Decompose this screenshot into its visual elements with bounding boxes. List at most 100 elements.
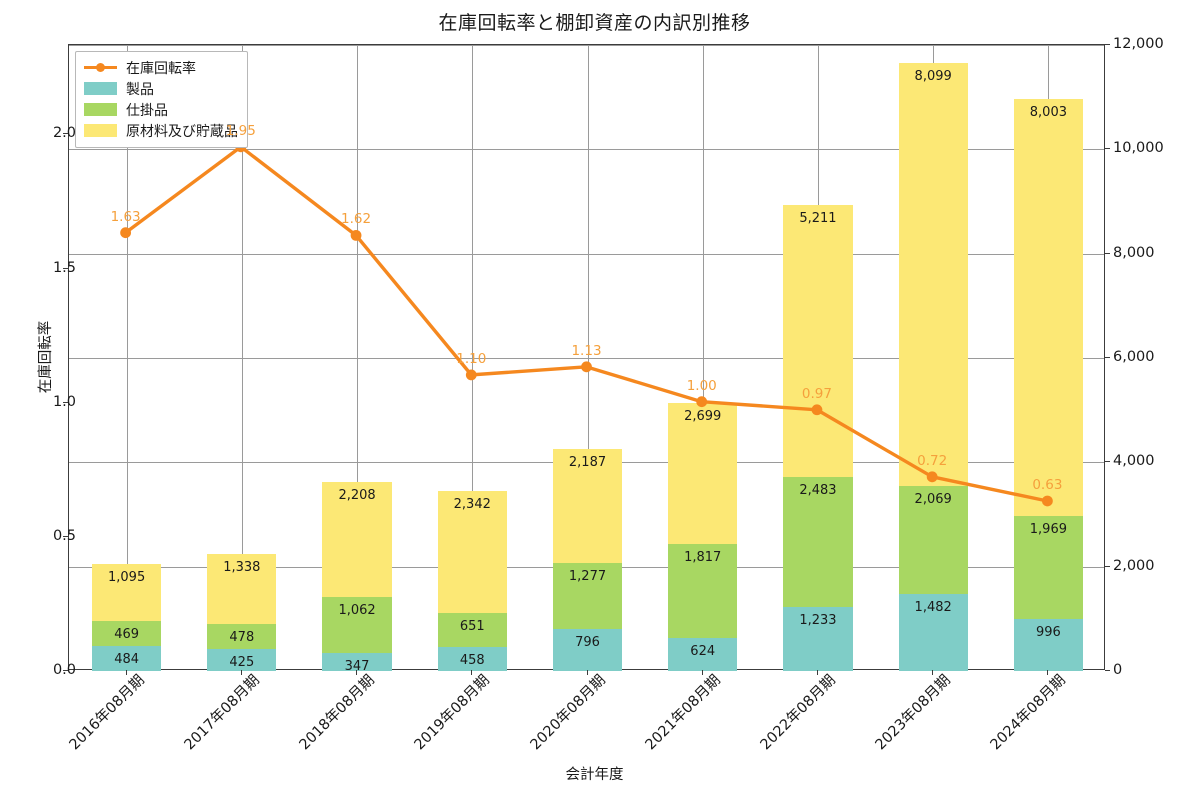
tick-mark bbox=[63, 267, 68, 269]
line-value-label: 0.63 bbox=[1032, 476, 1063, 493]
bar-value-label: 478 bbox=[229, 629, 255, 645]
bar-value-label: 1,062 bbox=[338, 603, 376, 619]
bar-value-label: 1,969 bbox=[1029, 522, 1067, 538]
bar-segment bbox=[668, 638, 738, 671]
bar-segment bbox=[783, 606, 853, 671]
tick-mark bbox=[63, 401, 68, 403]
y-axis-right-tick: 10,000 bbox=[1113, 140, 1164, 157]
bar-value-label: 2,208 bbox=[338, 488, 376, 504]
tick-mark bbox=[1105, 565, 1110, 567]
line-value-label: 1.13 bbox=[571, 342, 602, 359]
bar-value-label: 2,699 bbox=[684, 408, 722, 424]
bar-value-label: 1,338 bbox=[223, 560, 261, 576]
tick-mark bbox=[1105, 357, 1110, 358]
line-marker-icon bbox=[84, 61, 117, 74]
bar-segment bbox=[207, 623, 277, 649]
y-axis-right-tick: 4,000 bbox=[1113, 453, 1155, 470]
bar-value-label: 425 bbox=[229, 654, 255, 670]
y-axis-right-tick: 8,000 bbox=[1113, 244, 1155, 261]
x-axis-tick-label: 2017年08月期 bbox=[181, 672, 263, 754]
bar-segment bbox=[898, 485, 968, 594]
bar-segment bbox=[783, 205, 853, 478]
x-axis-tick-label: 2022年08月期 bbox=[757, 672, 839, 754]
bar-segment bbox=[437, 613, 507, 648]
bar-value-label: 2,069 bbox=[914, 491, 952, 507]
legend-item-raw-materials: 原材料及び貯蔵品 bbox=[84, 120, 238, 141]
bar-segment bbox=[552, 562, 623, 630]
line-value-label: 1.63 bbox=[110, 208, 141, 225]
line-value-label: 0.97 bbox=[801, 385, 832, 402]
y-axis-right-tick: 0 bbox=[1113, 662, 1123, 678]
y-axis-right-tick: 12,000 bbox=[1113, 36, 1164, 52]
bar-value-label: 996 bbox=[1035, 625, 1061, 641]
bar-segment bbox=[322, 597, 392, 653]
tick-mark bbox=[932, 670, 934, 675]
tick-mark bbox=[1047, 670, 1049, 675]
tick-mark bbox=[63, 535, 68, 537]
bar-value-label: 624 bbox=[690, 644, 716, 660]
bar-segment bbox=[92, 621, 162, 646]
bar-value-label: 1,277 bbox=[568, 568, 607, 584]
bar-value-label: 2,483 bbox=[799, 483, 837, 499]
tick-mark bbox=[1105, 670, 1110, 671]
line-value-label: 1.95 bbox=[225, 122, 256, 139]
tick-mark bbox=[63, 670, 68, 671]
y-axis-right-tick: 6,000 bbox=[1113, 349, 1155, 365]
tick-mark bbox=[1105, 461, 1110, 463]
bar-value-label: 1,233 bbox=[799, 612, 837, 628]
bar-segment bbox=[437, 490, 507, 614]
chart-legend: 在庫回転率 製品 仕掛品 原材料及び貯蔵品 bbox=[75, 51, 248, 148]
tick-mark bbox=[471, 670, 473, 675]
x-axis-tick-label: 2018年08月期 bbox=[296, 672, 378, 754]
y-axis-right-tick: 2,000 bbox=[1113, 557, 1155, 574]
y-axis-left-label: 在庫回転率 bbox=[37, 320, 54, 394]
line-value-label: 1.10 bbox=[456, 350, 487, 367]
x-axis-tick-label: 2019年08月期 bbox=[411, 672, 494, 754]
bar-segment bbox=[92, 645, 162, 671]
bar-segment bbox=[668, 402, 738, 544]
bar-value-label: 8,099 bbox=[914, 69, 952, 85]
tick-mark bbox=[125, 670, 127, 675]
chart-title: 在庫回転率と棚卸資産の内訳別推移 bbox=[438, 12, 751, 34]
bar-segment bbox=[668, 543, 738, 639]
x-axis-tick-label: 2024年08月期 bbox=[987, 672, 1070, 754]
bar-value-label: 458 bbox=[459, 653, 485, 669]
bar-value-label: 469 bbox=[114, 627, 140, 643]
tick-mark bbox=[1105, 44, 1110, 45]
bar-value-label: 5,211 bbox=[799, 211, 837, 227]
bar-value-label: 484 bbox=[114, 651, 140, 667]
line-value-label: 1.00 bbox=[686, 377, 717, 394]
tick-mark bbox=[1105, 252, 1110, 254]
bar-segment bbox=[437, 647, 507, 671]
bar-value-label: 1,482 bbox=[914, 599, 952, 615]
tick-mark bbox=[816, 670, 818, 675]
bar-segment bbox=[322, 652, 392, 671]
bar-segment bbox=[1013, 516, 1083, 620]
bar-value-label: 2,342 bbox=[453, 496, 491, 512]
legend-label: 在庫回転率 bbox=[126, 60, 196, 77]
legend-label: 仕掛品 bbox=[126, 102, 168, 119]
x-axis-tick-label: 2021年08月期 bbox=[642, 672, 724, 754]
color-swatch-icon bbox=[84, 82, 117, 95]
tick-mark bbox=[356, 670, 358, 675]
tick-mark bbox=[240, 670, 242, 675]
tick-mark bbox=[701, 670, 703, 675]
x-axis-tick-label: 2016年08月期 bbox=[66, 672, 148, 754]
x-axis-tick-label: 2023年08月期 bbox=[872, 672, 954, 754]
bar-value-label: 2,187 bbox=[568, 454, 607, 470]
bar-value-label: 796 bbox=[575, 635, 600, 651]
bar-segment bbox=[898, 63, 968, 486]
legend-item-work-in-process: 仕掛品 bbox=[84, 99, 238, 120]
tick-mark bbox=[63, 133, 68, 135]
bar-value-label: 347 bbox=[344, 658, 370, 674]
bar-segment bbox=[552, 629, 623, 671]
bar-segment bbox=[92, 564, 162, 622]
legend-label: 製品 bbox=[126, 81, 154, 98]
legend-item-finished-goods: 製品 bbox=[84, 78, 238, 99]
tick-mark bbox=[1105, 148, 1110, 150]
line-value-label: 0.72 bbox=[917, 452, 948, 469]
bar-value-label: 1,817 bbox=[684, 549, 722, 565]
line-value-label: 1.62 bbox=[341, 211, 372, 228]
bar-segment bbox=[898, 593, 968, 671]
